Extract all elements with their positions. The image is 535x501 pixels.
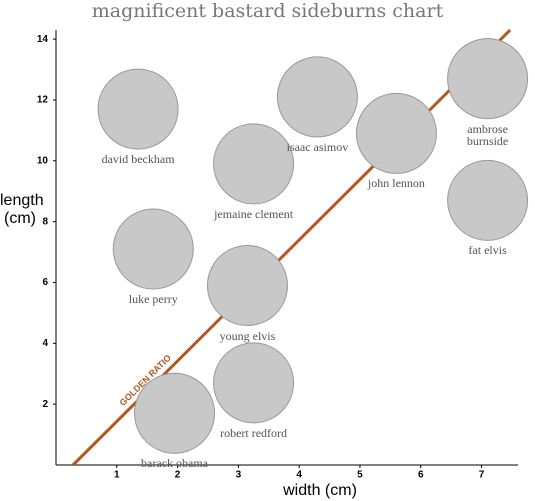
point-label: barack obama	[141, 456, 209, 471]
point-label: jemaine clement	[214, 206, 294, 221]
portrait	[276, 56, 358, 138]
point-label: young elvis	[219, 328, 276, 343]
point-label: luke perry	[128, 292, 178, 307]
y-tick-label: 6	[42, 277, 48, 288]
y-tick-label: 14	[37, 34, 49, 45]
portrait	[213, 123, 295, 205]
portrait	[447, 159, 529, 241]
x-tick-label: 1	[114, 470, 120, 481]
y-tick-label: 12	[37, 95, 49, 106]
y-tick-label: 2	[42, 399, 48, 410]
point-label: john lennon	[367, 176, 425, 191]
portrait	[447, 38, 529, 120]
x-tick-label: 4	[296, 470, 302, 481]
chart-title: magnificent bastard sideburns chart	[91, 0, 444, 22]
y-tick-label: 4	[42, 338, 48, 349]
y-axis-label: length (cm)	[0, 192, 44, 227]
portrait	[134, 372, 216, 454]
x-tick-label: 3	[236, 470, 242, 481]
point-label: david beckham	[101, 152, 175, 167]
point-label: ambrose burnside	[466, 121, 509, 148]
x-tick-label: 7	[479, 470, 485, 481]
portrait	[355, 92, 437, 174]
x-tick-label: 5	[357, 470, 363, 481]
y-tick-label: 8	[42, 216, 48, 227]
x-axis-label: width (cm)	[283, 482, 357, 499]
portrait	[112, 208, 194, 290]
portrait	[213, 342, 295, 424]
x-tick-label: 2	[175, 470, 181, 481]
point-label: fat elvis	[468, 243, 507, 258]
y-tick-label: 10	[37, 155, 49, 166]
portrait	[97, 68, 179, 150]
point-label: robert redford	[220, 425, 288, 440]
x-tick-label: 6	[418, 470, 424, 481]
portrait	[206, 245, 288, 327]
point-label: isaac asimov	[286, 139, 349, 154]
